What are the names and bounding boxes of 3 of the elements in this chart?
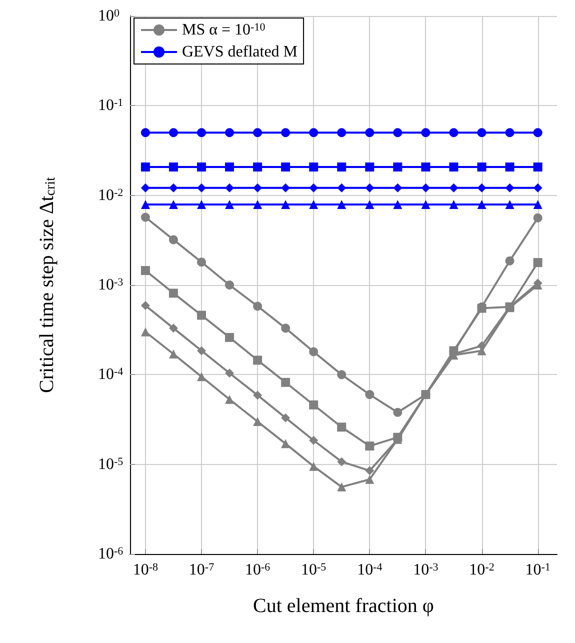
y-axis-title: Critical time step size Δtcrit <box>36 176 58 393</box>
x-axis-title: Cut element fraction φ <box>253 595 434 617</box>
legend-label: GEVS deflated M <box>182 44 298 60</box>
